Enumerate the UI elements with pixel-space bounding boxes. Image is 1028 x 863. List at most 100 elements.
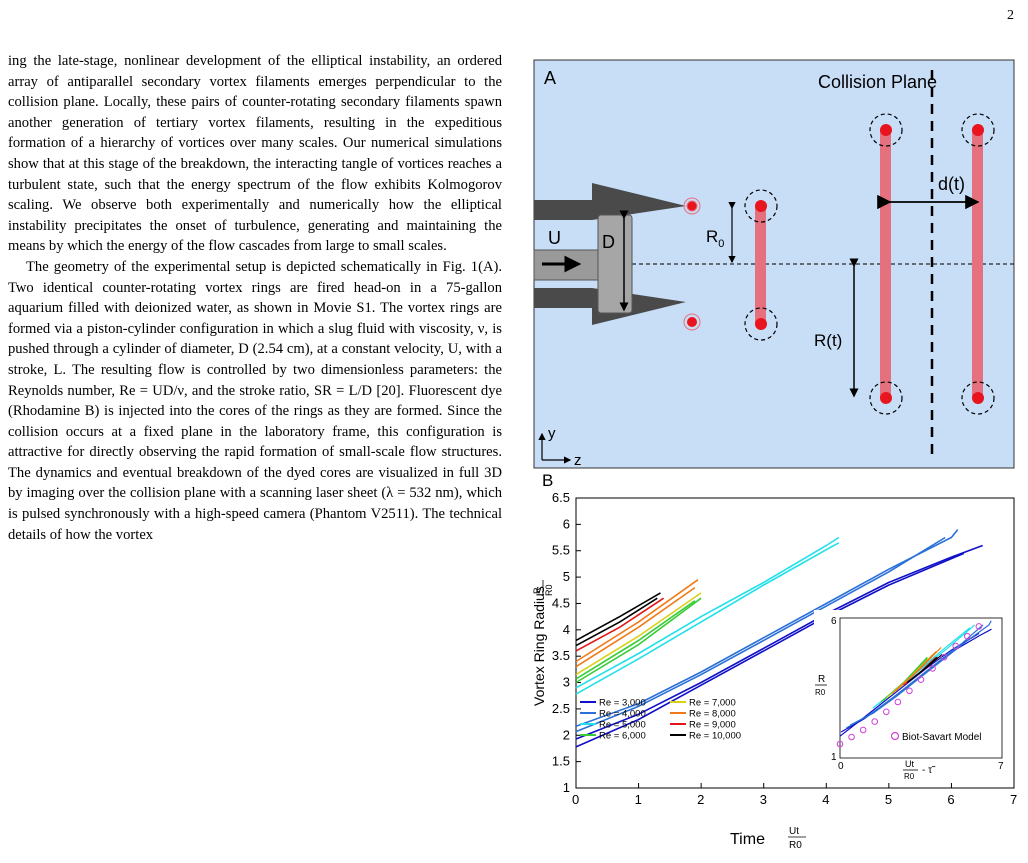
legend-entry: Re = 6,000 xyxy=(599,731,646,742)
vortex-ring-expanded-right xyxy=(961,113,995,415)
inset-model-point xyxy=(859,726,867,734)
inset-series-line xyxy=(845,624,984,729)
y-tick-label: 4 xyxy=(563,622,570,637)
x-tick-label: 4 xyxy=(822,792,829,807)
legend-entry: Re = 10,000 xyxy=(689,731,741,742)
inset-x-tick-label: 7 xyxy=(998,761,1004,772)
y-tick-label: 2.5 xyxy=(552,701,570,716)
svg-text:Ut: Ut xyxy=(789,826,799,837)
series-line xyxy=(575,586,696,668)
inset-model-point xyxy=(975,623,983,630)
y-tick-label: 5 xyxy=(563,569,570,584)
y-tick-label: 6 xyxy=(563,516,570,531)
inset-y-label-den: R0 xyxy=(815,688,826,697)
y-tick-label: 5.5 xyxy=(552,543,570,558)
inset-model-point xyxy=(963,632,971,640)
collision-plane-label: Collision Plane xyxy=(818,72,937,92)
series-line xyxy=(575,536,946,733)
x-tick-label: 2 xyxy=(697,792,704,807)
legend-entry: Re = 7,000 xyxy=(689,698,736,709)
series-line xyxy=(575,542,840,695)
y-tick-label: 1.5 xyxy=(552,754,570,769)
x-tick-label: 6 xyxy=(947,792,954,807)
x-tick-label: 3 xyxy=(760,792,767,807)
piston xyxy=(597,214,633,314)
svg-text:y: y xyxy=(548,425,556,442)
y-axis-fraction: R R0 xyxy=(532,580,554,596)
svg-text:R0: R0 xyxy=(789,840,802,851)
x-tick-label: 1 xyxy=(635,792,642,807)
legend-entry: Re = 3,000 xyxy=(599,698,646,709)
inset-x-tick-label: 0 xyxy=(838,761,844,772)
separation-label: d(t) xyxy=(938,174,965,194)
inset-y-label: R xyxy=(818,674,825,685)
x-axis-title: Time xyxy=(730,831,765,848)
series-line xyxy=(575,597,665,652)
y-tick-label: 3.5 xyxy=(552,648,570,663)
vortex-ring-expanded-left xyxy=(869,113,903,415)
legend-entry: Re = 5,000 xyxy=(599,720,646,731)
panel-a-label: A xyxy=(544,68,556,88)
series-line xyxy=(575,597,702,684)
vortex-ring-initial: R0 xyxy=(706,189,778,341)
inset-y-tick-label: 1 xyxy=(831,752,837,763)
y-tick-label: 3 xyxy=(563,675,570,690)
x-tick-label: 7 xyxy=(1010,792,1017,807)
inset-model-point xyxy=(836,740,844,748)
inset-frame xyxy=(839,617,1003,759)
inset-model-point xyxy=(906,687,913,695)
series-line xyxy=(575,600,696,680)
y-axis-title: Vortex Ring Radius xyxy=(531,586,547,706)
inset-model-point xyxy=(940,653,948,661)
series-line xyxy=(575,597,658,647)
piston-arrow xyxy=(542,255,582,273)
series-line xyxy=(575,592,661,642)
paragraph-1: ing the late-stage, nonlinear developmen… xyxy=(8,53,502,255)
inset-model-point xyxy=(894,698,902,706)
series-line xyxy=(575,592,702,676)
x-tick-label: 5 xyxy=(885,792,892,807)
body-text: ing the late-stage, nonlinear developmen… xyxy=(8,51,502,545)
plot-frame xyxy=(575,497,1015,789)
inset-x-label-suffix: - τ̃ xyxy=(922,765,936,776)
x-tick-label: 0 xyxy=(572,792,579,807)
figure-panel-a: A Collision Plane U D R0 xyxy=(533,59,1015,469)
inset-y-tick-label: 6 xyxy=(831,616,837,627)
inset-x-label-den: R0 xyxy=(904,772,915,781)
inset-model-point xyxy=(917,676,925,683)
inset-series-line xyxy=(906,656,938,683)
x-axis-fraction: Ut R0 xyxy=(788,826,806,851)
inset-model-point xyxy=(882,708,890,716)
velocity-label: U xyxy=(548,228,561,248)
inset-model-point xyxy=(929,665,936,672)
inset-model-point xyxy=(848,733,855,741)
inset-legend-label: Biot-Savart Model xyxy=(902,732,981,743)
series-line xyxy=(575,579,699,663)
series-line xyxy=(575,544,983,740)
diameter-label: D xyxy=(602,232,615,252)
svg-text:z: z xyxy=(574,452,582,469)
inset-legend-marker xyxy=(890,731,900,741)
inset-series-line xyxy=(849,620,992,726)
y-tick-label: 1 xyxy=(563,780,570,795)
svg-text:R: R xyxy=(532,587,542,594)
inset-series-line xyxy=(891,651,937,695)
inset-x-label: Ut xyxy=(905,759,914,769)
legend-entry: Re = 8,000 xyxy=(689,709,736,720)
y-tick-label: 2 xyxy=(563,727,570,742)
inset-model-point xyxy=(871,718,879,725)
svg-text:R0: R0 xyxy=(544,584,554,596)
panel-b-label: B xyxy=(542,471,553,490)
inset-model-point xyxy=(952,642,960,650)
paragraph-2: The geometry of the experimental setup i… xyxy=(8,258,502,543)
legend-entry: Re = 9,000 xyxy=(689,720,736,731)
series-line xyxy=(575,536,840,689)
y-tick-label: 4.5 xyxy=(552,595,570,610)
figure-panel-b: B 0 1 2 3 4 5 6 711.522.533.544.555.566.5Re = 3… xyxy=(531,471,1017,851)
nozzle: U D xyxy=(533,183,701,331)
axis-indicator: y z xyxy=(538,425,582,469)
radius-label: R(t) xyxy=(814,331,842,350)
r0-label: R0 xyxy=(706,227,724,250)
series-line xyxy=(575,552,965,748)
y-tick-label: 6.5 xyxy=(552,490,570,505)
